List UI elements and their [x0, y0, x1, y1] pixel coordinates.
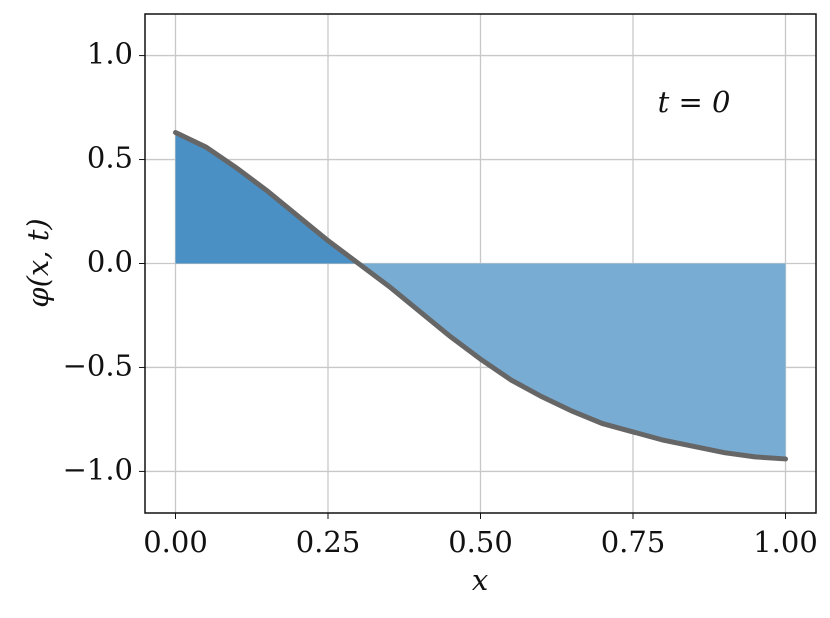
y-tick-label: 0.0 [87, 245, 133, 279]
area-positive [175, 132, 786, 264]
y-axis-label: φ(x, t) [21, 218, 55, 307]
y-tick-label: 1.0 [87, 37, 133, 71]
x-tick-label: 0.25 [296, 525, 361, 559]
y-tick-label: 0.5 [87, 141, 133, 175]
x-axis-label: x [472, 563, 488, 597]
line [173, 130, 788, 462]
x-tick-label: 1.00 [753, 525, 818, 559]
x-tick-label: 0.00 [143, 525, 208, 559]
area-negative [175, 263, 786, 459]
y-tick-label: −1.0 [63, 452, 133, 486]
x-tick-label: 0.75 [601, 525, 666, 559]
y-tick-label: −0.5 [63, 348, 133, 382]
plot-frame [144, 13, 817, 514]
x-tick-label: 0.50 [448, 525, 513, 559]
annotation: t = 0 [658, 85, 731, 119]
